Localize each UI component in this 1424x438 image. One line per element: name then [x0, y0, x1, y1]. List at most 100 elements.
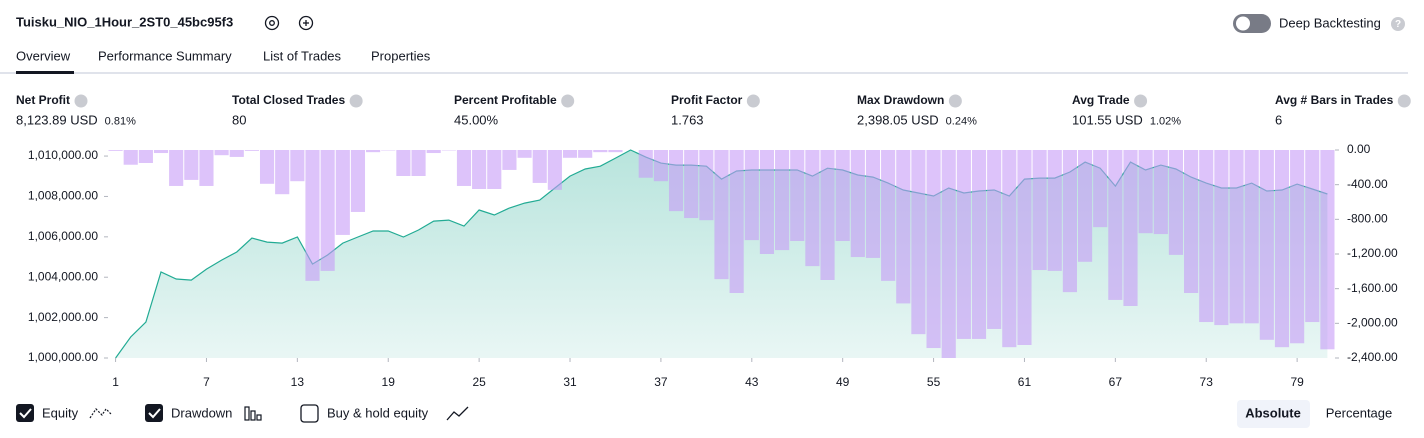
absolute-button-bg[interactable]	[1237, 400, 1310, 428]
info-icon[interactable]	[948, 94, 962, 108]
x-tick-label: 55	[927, 375, 941, 389]
buy-hold-icon	[446, 406, 469, 421]
drawdown-bar	[971, 150, 987, 339]
drawdown-bar	[547, 150, 562, 190]
drawdown-bar	[123, 150, 138, 165]
drawdown-bar	[1032, 150, 1047, 271]
metric-label: Max Drawdown	[857, 93, 944, 107]
drawdown-bar	[229, 150, 244, 157]
y-tick-label: 1,010,000.00	[28, 148, 98, 162]
drawdown-bar	[1244, 150, 1259, 324]
info-icon[interactable]	[74, 94, 88, 108]
drawdown-bar	[456, 150, 472, 186]
drawdown-bar	[1047, 150, 1062, 271]
help-icon[interactable]: ?	[1391, 17, 1405, 31]
tab[interactable]: Performance Summary	[98, 48, 232, 63]
metric-percent: 0.24%	[946, 115, 977, 127]
drawdown-icon	[244, 406, 262, 421]
absolute-button[interactable]: Absolute	[1245, 405, 1301, 420]
y2-tick-label: -2,000.00	[1347, 316, 1398, 330]
equity-icon	[89, 408, 113, 419]
x-tick-label: 43	[745, 375, 759, 389]
percentage-button[interactable]: Percentage	[1326, 405, 1393, 420]
y2-tick-label: 0.00	[1347, 142, 1371, 156]
info-icon[interactable]	[746, 94, 760, 108]
metric-label: Percent Profitable	[454, 93, 557, 107]
drawdown-bar	[320, 150, 335, 271]
drawdown-bar	[926, 150, 941, 349]
drawdown-bar	[1168, 150, 1184, 255]
y2-tick-label: -400.00	[1347, 177, 1388, 191]
drawdown-bar	[184, 150, 199, 180]
deep-backtesting-toggle[interactable]	[1233, 14, 1271, 33]
tab[interactable]: Properties	[371, 48, 431, 63]
drawdown-bar	[790, 150, 805, 241]
drawdown-bar	[1123, 150, 1138, 306]
drawdown-bar	[108, 150, 123, 151]
drawdown-bar	[865, 150, 881, 258]
x-tick-label: 61	[1018, 375, 1032, 389]
drawdown-bar	[775, 150, 790, 251]
strategy-title: Tuisku_NIO_1Hour_2ST0_45bc95f3	[16, 14, 233, 29]
drawdown-checkbox[interactable]	[145, 404, 163, 422]
drawdown-bar	[275, 150, 290, 195]
y2-tick-label: -2,400.00	[1347, 350, 1398, 364]
y2-tick-label: -800.00	[1347, 212, 1388, 226]
buy-hold-checkbox[interactable]	[300, 404, 319, 423]
metric-label: Avg # Bars in Trades	[1275, 93, 1394, 107]
drawdown-bar	[684, 150, 699, 219]
drawdown-bar	[1199, 150, 1214, 323]
drawdown-bar	[911, 150, 926, 335]
toggle-label: Deep Backtesting	[1279, 15, 1381, 30]
y2-tick-label: -1,200.00	[1347, 246, 1398, 260]
drawdown-bar	[350, 150, 366, 212]
drawdown-bar	[638, 150, 653, 178]
drawdown-bar	[759, 150, 775, 254]
equity-checkbox[interactable]	[16, 404, 34, 422]
tab[interactable]: Overview	[16, 48, 71, 63]
x-tick-label: 73	[1200, 375, 1214, 389]
info-icon[interactable]	[1397, 94, 1411, 108]
y-tick-label: 1,006,000.00	[28, 229, 98, 243]
tab[interactable]: List of Trades	[263, 48, 342, 63]
drawdown-bar	[1017, 150, 1032, 345]
drawdown-bar	[259, 150, 275, 184]
drawdown-bar	[1290, 150, 1305, 344]
drawdown-bar	[214, 150, 229, 156]
metric-label: Net Profit	[16, 93, 70, 107]
drawdown-bar	[1077, 150, 1093, 262]
drawdown-bar	[699, 150, 714, 221]
drawdown-bar	[487, 150, 502, 189]
drawdown-bar	[729, 150, 744, 293]
drawdown-bar	[1214, 150, 1229, 326]
drawdown-bar	[1153, 150, 1168, 235]
metric-label: Avg Trade	[1072, 93, 1130, 107]
drawdown-bar	[199, 150, 214, 186]
drawdown-bar	[1274, 150, 1290, 348]
legend-label: Buy & hold equity	[327, 405, 429, 420]
info-icon[interactable]	[349, 94, 363, 108]
refresh-icon[interactable]	[298, 15, 314, 31]
drawdown-bar	[366, 150, 381, 153]
info-icon[interactable]	[561, 94, 575, 108]
drawdown-bar	[153, 150, 169, 154]
x-tick-label: 13	[291, 375, 305, 389]
svg-text:?: ?	[1395, 19, 1401, 30]
drawdown-bar	[1002, 150, 1017, 348]
drawdown-bar	[956, 150, 971, 339]
settings-icon[interactable]	[264, 15, 280, 31]
drawdown-bar	[941, 150, 956, 358]
metric-label: Total Closed Trades	[232, 93, 345, 107]
drawdown-bar	[668, 150, 684, 212]
metric-value: 80	[232, 112, 246, 127]
drawdown-bar	[1108, 150, 1123, 300]
drawdown-bar	[502, 150, 517, 170]
info-icon[interactable]	[1134, 94, 1148, 108]
y-tick-label: 1,002,000.00	[28, 310, 98, 324]
y-tick-label: 1,008,000.00	[28, 189, 98, 203]
drawdown-bar	[305, 150, 320, 281]
metric-value: 1.763	[671, 112, 704, 127]
drawdown-bar	[244, 150, 259, 151]
drawdown-bar	[472, 150, 487, 189]
